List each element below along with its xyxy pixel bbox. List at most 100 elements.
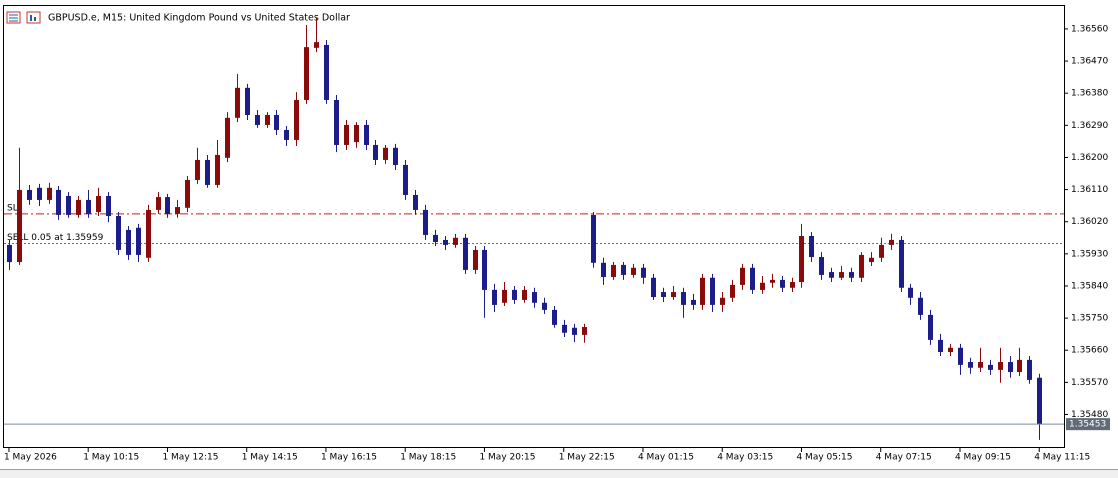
- candle-body: [146, 209, 151, 258]
- candle-body: [809, 235, 814, 258]
- candle-body: [56, 189, 61, 215]
- plot-frame: [3, 5, 1065, 448]
- candle-body: [839, 272, 844, 278]
- candle-body: [908, 287, 913, 298]
- candle-body: [770, 279, 775, 283]
- candle-body: [552, 309, 557, 325]
- candle-body: [790, 282, 795, 288]
- candle-body: [136, 227, 141, 255]
- candle-body: [443, 239, 448, 245]
- candle-body: [76, 199, 81, 215]
- x-tick-label: 4 May 09:15: [955, 453, 1011, 463]
- candle-body: [621, 264, 626, 275]
- candle-body: [542, 302, 547, 310]
- candle-body: [86, 199, 91, 214]
- candle-body: [740, 267, 745, 285]
- y-tick-label: 1.36470: [1071, 57, 1108, 67]
- candle-body: [918, 297, 923, 315]
- candle-body: [700, 277, 705, 305]
- candle-body: [373, 144, 378, 160]
- x-tick-label: 4 May 07:15: [876, 453, 932, 463]
- candle-body: [978, 362, 983, 368]
- bid-label: 1.35453: [1069, 420, 1106, 430]
- candle-body: [96, 196, 101, 213]
- candle-body: [482, 249, 487, 290]
- candle-body: [691, 299, 696, 305]
- candle-body: [661, 292, 666, 298]
- candle-body: [651, 277, 656, 298]
- candle-body: [750, 267, 755, 290]
- candles: [7, 17, 1042, 440]
- candle-body: [175, 207, 180, 214]
- candle-body: [671, 292, 676, 298]
- candle-body: [245, 87, 250, 115]
- candle-body: [611, 264, 616, 278]
- candle-body: [522, 289, 527, 300]
- candle-body: [641, 267, 646, 278]
- candle-body: [433, 234, 438, 243]
- candle-body: [403, 164, 408, 195]
- candle-body: [631, 267, 636, 275]
- candle-body: [453, 237, 458, 245]
- x-tick-label: 4 May 01:15: [638, 453, 694, 463]
- candle-body: [7, 244, 12, 263]
- candle-body: [869, 257, 874, 263]
- x-tick-label: 1 May 18:15: [400, 453, 456, 463]
- candle-body: [572, 327, 577, 335]
- candle-body: [889, 239, 894, 245]
- y-tick-label: 1.36380: [1071, 89, 1108, 99]
- candle-body: [156, 197, 161, 210]
- y-tick-label: 1.36020: [1071, 217, 1108, 227]
- candle-body: [1017, 359, 1022, 373]
- candle-body: [849, 272, 854, 278]
- y-tick-label: 1.36200: [1071, 153, 1108, 163]
- candle-body: [324, 44, 329, 100]
- candle-body: [968, 362, 973, 368]
- y-tick-label: 1.36290: [1071, 121, 1108, 131]
- levels: SL SELL 0.05 at 1.35959: [4, 203, 1064, 244]
- candle-body: [532, 292, 537, 303]
- candle-body: [899, 239, 904, 288]
- candle-body: [304, 47, 309, 100]
- candle-body: [284, 129, 289, 140]
- y-tick-label: 1.35930: [1071, 249, 1108, 259]
- y-tick-label: 1.36560: [1071, 24, 1108, 34]
- candle-body: [799, 235, 804, 283]
- icon-bar: [34, 17, 36, 21]
- candle-body: [730, 284, 735, 298]
- candle-body: [413, 194, 418, 210]
- x-tick-label: 4 May 03:15: [717, 453, 773, 463]
- y-tick-label: 1.36110: [1071, 185, 1108, 195]
- candle-body: [165, 197, 170, 214]
- candle-body: [1037, 377, 1042, 425]
- x-tick-label: 4 May 11:15: [1034, 453, 1090, 463]
- candle-body: [601, 262, 606, 278]
- candle-body: [116, 216, 121, 250]
- x-tick-label: 1 May 2026: [4, 453, 57, 463]
- candle-body: [473, 249, 478, 270]
- candle-body: [760, 282, 765, 290]
- candle-body: [265, 114, 270, 125]
- candle-body: [819, 257, 824, 275]
- x-tick-label: 1 May 10:15: [83, 453, 139, 463]
- candle-body: [334, 99, 339, 145]
- candle-body: [66, 196, 71, 215]
- candle-body: [591, 214, 596, 263]
- candle-body: [314, 42, 319, 48]
- candle-body: [720, 297, 725, 305]
- candle-body: [37, 187, 42, 200]
- candle-body: [17, 189, 22, 263]
- candle-body: [859, 254, 864, 278]
- x-tick-label: 1 May 22:15: [559, 453, 615, 463]
- candle-body: [928, 314, 933, 340]
- candle-body: [502, 289, 507, 303]
- candle-body: [423, 209, 428, 235]
- icon-bar: [30, 15, 32, 21]
- candle-body: [205, 159, 210, 185]
- icon: [26, 11, 41, 24]
- price-level-label: SL: [7, 203, 18, 213]
- y-tick-label: 1.35660: [1071, 346, 1108, 356]
- y-tick-label: 1.35480: [1071, 410, 1108, 420]
